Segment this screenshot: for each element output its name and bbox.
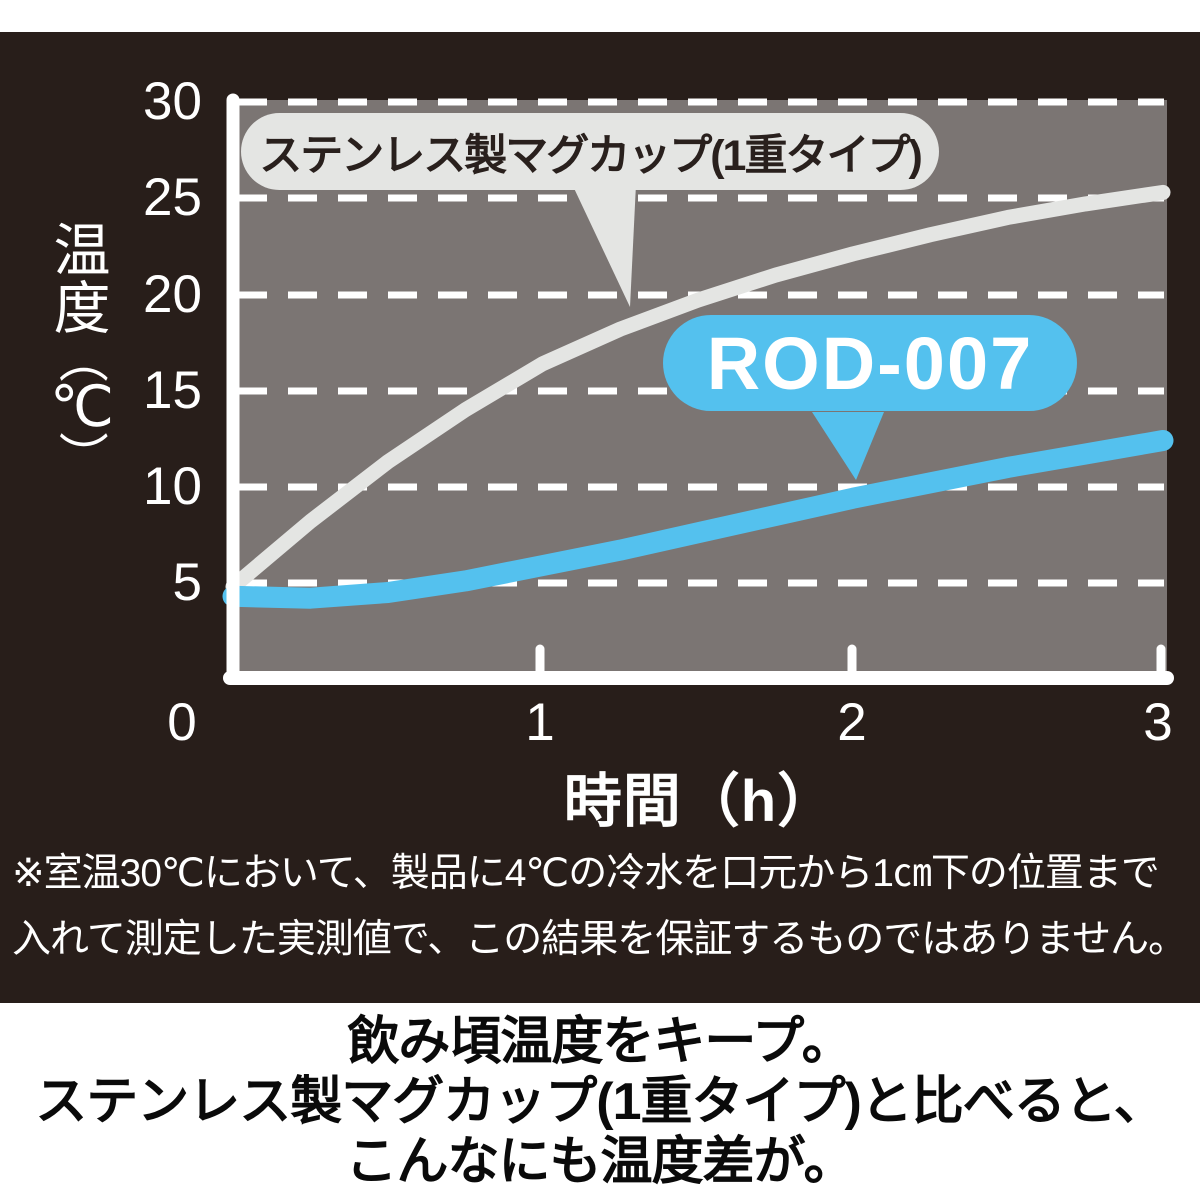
y-axis-title-char: 度 xyxy=(53,277,111,342)
steel-bubble-tail xyxy=(572,184,636,307)
y-axis-title-paren-close: ） xyxy=(54,431,110,482)
footnote-line-1: ※室温30℃において、製品に4℃の冷水を口元から1㎝下の位置まで xyxy=(12,852,1160,895)
rod-007-callout-label: ROD-007 xyxy=(706,321,1034,405)
steel-mug-callout: ステンレス製マグカップ(1重タイプ) xyxy=(241,113,939,190)
rod-007-callout: ROD-007 xyxy=(663,315,1077,411)
x-tick-label-3: 3 xyxy=(1143,693,1173,752)
y-axis-title-unit: ℃ xyxy=(49,375,114,440)
rod-bubble-tail xyxy=(812,412,884,480)
caption-line-2: ステンレス製マグカップ(1重タイプ)と比べると、 xyxy=(35,1072,1165,1131)
y-tick-label-30: 30 xyxy=(143,72,202,131)
caption-line-3: こんなにも温度差が。 xyxy=(345,1132,856,1191)
x-tick-label-2: 2 xyxy=(837,693,867,752)
y-tick-label-15: 15 xyxy=(143,361,202,420)
y-tick-label-5: 5 xyxy=(172,553,202,612)
caption-block: 飲み頃温度をキープ。 ステンレス製マグカップ(1重タイプ)と比べると、 こんなに… xyxy=(0,1003,1200,1200)
y-axis-title-char: 温 xyxy=(53,219,111,283)
x-tick-label-1: 1 xyxy=(525,693,555,752)
rod-007-curve xyxy=(222,430,1174,609)
x-axis-title: 時間（h） xyxy=(563,769,837,834)
steel-mug-callout-label: ステンレス製マグカップ(1重タイプ) xyxy=(259,131,923,180)
caption-line-1: 飲み頃温度をキープ。 xyxy=(347,1012,853,1071)
y-tick-label-25: 25 xyxy=(143,168,202,227)
y-tick-label-10: 10 xyxy=(143,457,202,516)
y-axis-title-paren-open: （ xyxy=(54,333,110,384)
x-tick-label-0: 0 xyxy=(167,693,197,752)
footnote-line-2: 入れて測定した実測値で、この結果を保証するものではありません。 xyxy=(12,918,1187,961)
y-axis-title: 温 度 （ ℃ ） xyxy=(44,219,120,482)
axes xyxy=(223,93,1174,685)
steel-mug-curve xyxy=(225,184,1171,595)
y-tick-label-20: 20 xyxy=(143,265,202,324)
